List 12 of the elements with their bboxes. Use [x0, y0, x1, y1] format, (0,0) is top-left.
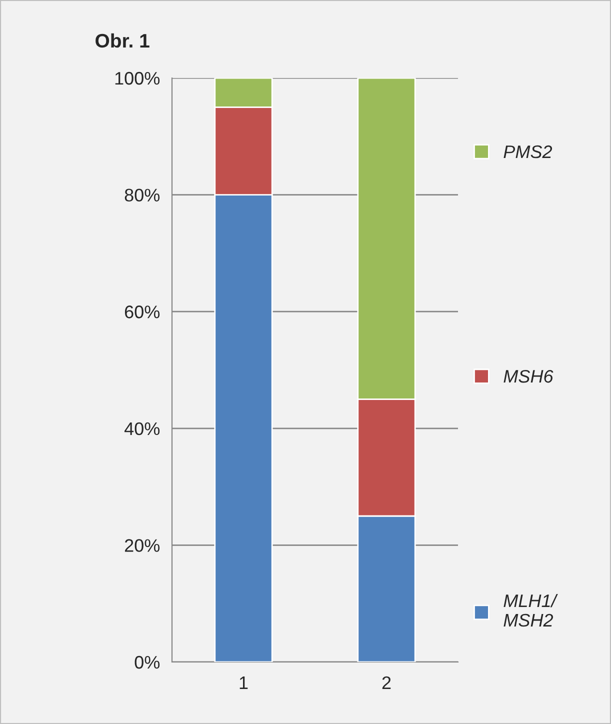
chart-title: Obr. 1	[96, 33, 150, 48]
y-tick-label: 0%	[134, 656, 160, 669]
legend-label: PMS2	[504, 145, 552, 158]
x-tick-label: 1	[240, 676, 248, 689]
y-tick-label: 20%	[124, 539, 160, 552]
legend-label: MSH6	[504, 370, 554, 383]
y-tick-label: 40%	[124, 422, 160, 436]
legend-label: MLH1/ MSH2	[504, 594, 558, 627]
x-tick-label: 2	[382, 676, 391, 689]
y-tick-label: 80%	[124, 188, 160, 202]
y-tick-label: 60%	[124, 306, 160, 318]
y-tick-label: 100%	[115, 72, 160, 85]
